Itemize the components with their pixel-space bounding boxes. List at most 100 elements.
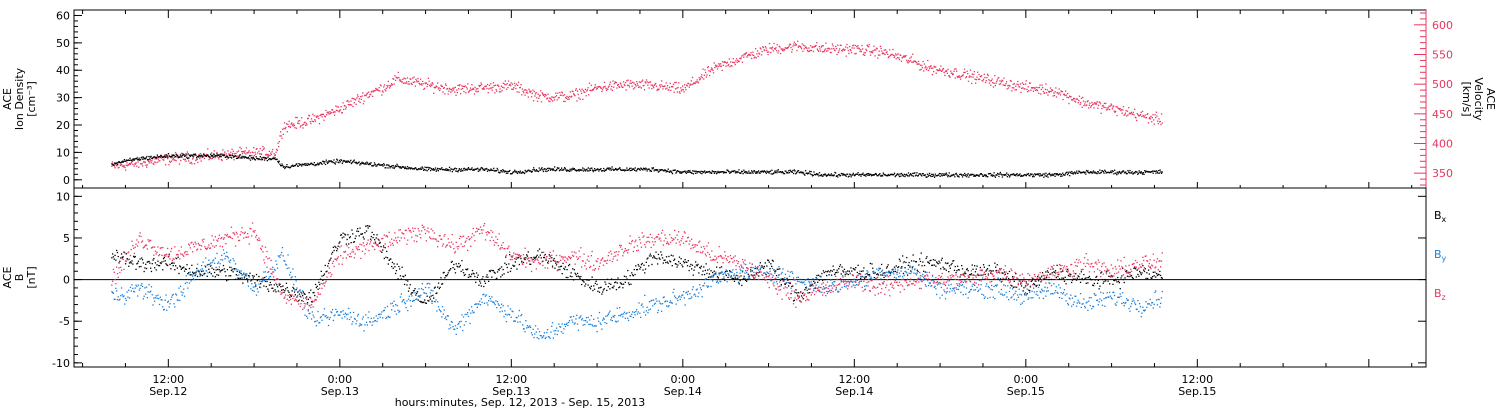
velocity-point	[580, 90, 582, 92]
by-point	[409, 300, 411, 302]
by-point	[281, 247, 284, 249]
density-point	[468, 168, 470, 170]
density-point	[797, 170, 799, 172]
density-point	[429, 167, 431, 169]
bx-point	[941, 257, 943, 259]
velocity-point	[962, 74, 964, 76]
bx-point	[175, 265, 177, 267]
density-point	[204, 155, 206, 157]
bx-point	[587, 284, 589, 286]
density-point	[453, 168, 456, 170]
density-point	[792, 169, 794, 172]
by-point	[172, 293, 174, 296]
velocity-point	[1147, 113, 1149, 115]
bx-point	[678, 256, 681, 258]
bx-point	[293, 287, 295, 290]
density-point	[537, 170, 539, 172]
by-point	[243, 276, 246, 278]
bx-point	[541, 251, 543, 254]
velocity-point	[338, 111, 340, 113]
bx-point	[360, 233, 362, 235]
by-point	[463, 324, 465, 326]
velocity-point	[189, 162, 191, 164]
bx-point	[808, 288, 810, 290]
by-point	[219, 263, 221, 265]
bx-point	[1075, 279, 1078, 281]
velocity-point	[1078, 100, 1080, 102]
density-point	[398, 166, 400, 168]
by-point	[239, 272, 241, 274]
velocity-point	[723, 61, 725, 63]
velocity-point	[900, 54, 902, 56]
density-point	[843, 174, 845, 176]
bx-point	[532, 258, 534, 260]
density-point	[437, 170, 439, 172]
density-point	[416, 168, 418, 171]
bx-point	[831, 270, 833, 272]
bx-point	[415, 294, 417, 296]
density-point	[753, 170, 755, 172]
density-point	[211, 155, 213, 158]
by-point	[413, 299, 415, 301]
density-point	[804, 174, 806, 176]
velocity-point	[651, 87, 653, 90]
bx-point	[743, 275, 745, 277]
bx-point	[1093, 282, 1095, 285]
bx-point	[371, 231, 373, 234]
density-point	[920, 174, 922, 176]
density-point	[597, 168, 599, 170]
bx-point	[584, 285, 586, 287]
density-point	[498, 171, 500, 173]
bx-point	[957, 269, 960, 271]
velocity-point	[381, 90, 384, 92]
density-point	[666, 170, 668, 172]
density-point	[547, 169, 549, 172]
bx-point	[272, 290, 275, 292]
bx-point	[797, 292, 799, 294]
velocity-point	[1000, 83, 1002, 85]
velocity-point	[509, 83, 511, 86]
density-point	[751, 171, 753, 173]
density-point	[200, 155, 202, 157]
density-point	[171, 154, 173, 156]
velocity-point	[257, 159, 259, 161]
velocity-point	[553, 97, 555, 99]
density-point	[995, 174, 997, 176]
bx-point	[430, 295, 432, 297]
by-point	[483, 302, 486, 304]
density-point	[202, 155, 204, 157]
density-point	[327, 161, 329, 163]
velocity-point	[352, 105, 354, 108]
by-point	[178, 287, 180, 289]
density-point	[136, 158, 138, 160]
velocity-point	[770, 47, 772, 49]
density-point	[821, 175, 823, 177]
velocity-point	[382, 91, 384, 93]
velocity-point	[119, 164, 121, 167]
velocity-point	[671, 86, 673, 88]
bx-point	[865, 276, 867, 278]
by-point	[137, 295, 139, 297]
density-point	[425, 166, 428, 169]
by-point	[188, 273, 190, 275]
bx-point	[250, 280, 252, 282]
bx-point	[426, 295, 428, 297]
velocity-point	[121, 163, 123, 166]
density-point	[1055, 174, 1058, 176]
density-point	[1050, 175, 1052, 177]
velocity-point	[237, 155, 239, 157]
density-point	[903, 175, 905, 177]
velocity-point	[1040, 88, 1042, 91]
bx-point	[682, 260, 685, 263]
velocity-point	[1108, 105, 1110, 107]
density-point	[1050, 174, 1053, 176]
velocity-point	[992, 86, 995, 88]
velocity-point	[366, 93, 368, 95]
density-point	[303, 163, 305, 166]
bx-point	[445, 275, 447, 277]
density-point	[365, 163, 367, 165]
velocity-point	[563, 100, 565, 102]
density-point	[233, 156, 235, 158]
density-point	[299, 164, 301, 166]
by-point	[140, 284, 142, 287]
